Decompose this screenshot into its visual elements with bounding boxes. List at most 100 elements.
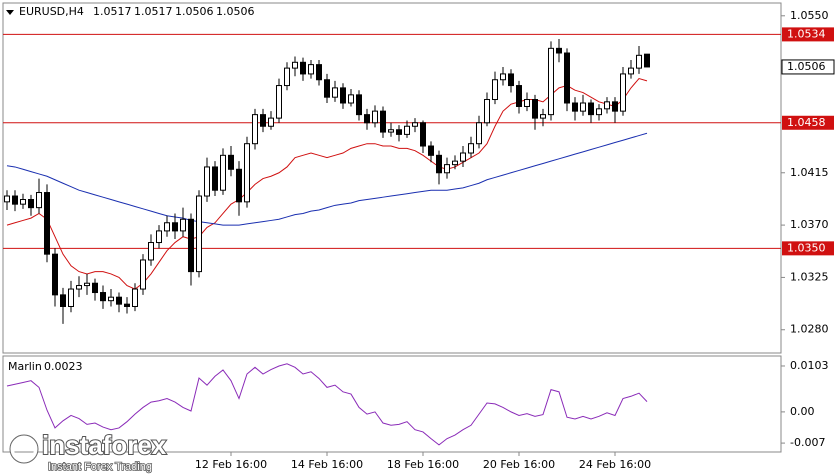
x-tick-label: 24 Feb 16:00 xyxy=(579,458,651,471)
low: 1.0506 xyxy=(175,5,214,18)
brand: instaforex xyxy=(42,430,167,460)
slogan: Instant Forex Trading xyxy=(48,461,152,473)
candle-body xyxy=(604,101,610,110)
candle-body xyxy=(548,47,554,116)
candle-body xyxy=(220,154,226,191)
logo-ring xyxy=(9,434,39,464)
logo xyxy=(10,435,38,463)
y-tick-label: 0.0103 xyxy=(790,359,829,372)
candle-body xyxy=(444,164,450,174)
candle-body xyxy=(140,259,146,290)
candle-body xyxy=(364,114,370,124)
candle-body xyxy=(508,73,514,87)
candle-body xyxy=(4,195,10,203)
indicator-value: 0.0023 xyxy=(44,360,83,373)
open: 1.0517 xyxy=(93,5,132,18)
candle-body xyxy=(428,145,434,156)
candle-body xyxy=(36,192,42,209)
candle-body xyxy=(332,87,338,98)
y-tick-label: 1.0325 xyxy=(790,270,829,283)
level-label: 1.0350 xyxy=(787,241,826,254)
candle-body xyxy=(60,294,66,307)
high: 1.0517 xyxy=(134,5,173,18)
candle-body xyxy=(148,242,154,261)
candle-body xyxy=(412,122,418,127)
candle-body xyxy=(196,195,202,273)
price-label: 1.0506 xyxy=(787,60,826,73)
candle-body xyxy=(76,285,82,290)
candle-body xyxy=(500,73,506,81)
candle-body xyxy=(124,303,130,307)
candle-body xyxy=(564,52,570,104)
watermark: instaforex Instant Forex Trading xyxy=(9,429,168,474)
moving-average xyxy=(6,78,648,290)
x-tick-label: 14 Feb 16:00 xyxy=(291,458,363,471)
candle-body xyxy=(12,195,18,205)
candle-body xyxy=(180,218,186,232)
y-tick-label: 0.00 xyxy=(790,405,815,418)
y-tick-label: -0.007 xyxy=(790,436,825,449)
x-tick-label: 12 Feb 16:00 xyxy=(195,458,267,471)
candle-body xyxy=(588,102,594,116)
candle-body xyxy=(572,102,578,112)
candle-body xyxy=(252,114,258,145)
candle-body xyxy=(188,218,194,273)
x-tick-label: 20 Feb 16:00 xyxy=(483,458,555,471)
candle-body xyxy=(260,114,266,127)
candle-body xyxy=(276,85,282,119)
candle-body xyxy=(452,160,458,166)
candle-body xyxy=(380,110,386,133)
candle-body xyxy=(268,117,274,127)
candle-body xyxy=(628,67,634,75)
candle-body xyxy=(68,288,74,307)
candle-body xyxy=(84,282,90,287)
candle-body xyxy=(100,292,106,302)
candle-body xyxy=(532,99,538,119)
candle-body xyxy=(156,230,162,244)
symbol: EURUSD,H4 xyxy=(19,5,84,18)
candle-body xyxy=(108,296,114,302)
candle-body xyxy=(116,296,122,305)
price-tag xyxy=(781,59,835,75)
candle-body xyxy=(292,61,298,69)
candle-body xyxy=(580,102,586,112)
candle-body xyxy=(284,67,290,87)
candle-body xyxy=(132,288,138,307)
candle-body xyxy=(636,54,642,69)
candle-body xyxy=(644,53,650,68)
candle-body xyxy=(540,114,546,119)
candle-body xyxy=(524,99,530,107)
candle-body xyxy=(516,85,522,107)
candle-body xyxy=(420,122,426,147)
indicator-panel xyxy=(2,355,782,453)
candle-body xyxy=(236,168,242,203)
candle-body xyxy=(596,108,602,116)
indicator-title: Marlin xyxy=(8,360,42,373)
candle-body xyxy=(172,222,178,232)
candle-body xyxy=(308,64,314,75)
candle-body xyxy=(388,129,394,133)
candle-body xyxy=(460,152,466,162)
candle-body xyxy=(356,94,362,116)
candle-body xyxy=(404,125,410,135)
level-tag xyxy=(782,115,834,130)
candle-body xyxy=(556,47,562,54)
indicator-line xyxy=(6,363,648,446)
y-tick-label: 1.0370 xyxy=(790,218,829,231)
candle-body xyxy=(348,94,354,104)
candle-body xyxy=(228,154,234,170)
candle-body xyxy=(492,79,498,101)
candle-body xyxy=(468,143,474,154)
candle-body xyxy=(340,87,346,104)
candle-body xyxy=(212,166,218,191)
close: 1.0506 xyxy=(216,5,255,18)
candle-body xyxy=(52,253,58,296)
candle-body xyxy=(372,110,378,124)
candle-body xyxy=(612,101,618,112)
candle-body xyxy=(44,192,50,255)
y-tick-label: 1.0550 xyxy=(790,9,829,22)
candle-body xyxy=(28,199,34,209)
candle-body xyxy=(92,282,98,294)
candle-body xyxy=(204,166,210,197)
